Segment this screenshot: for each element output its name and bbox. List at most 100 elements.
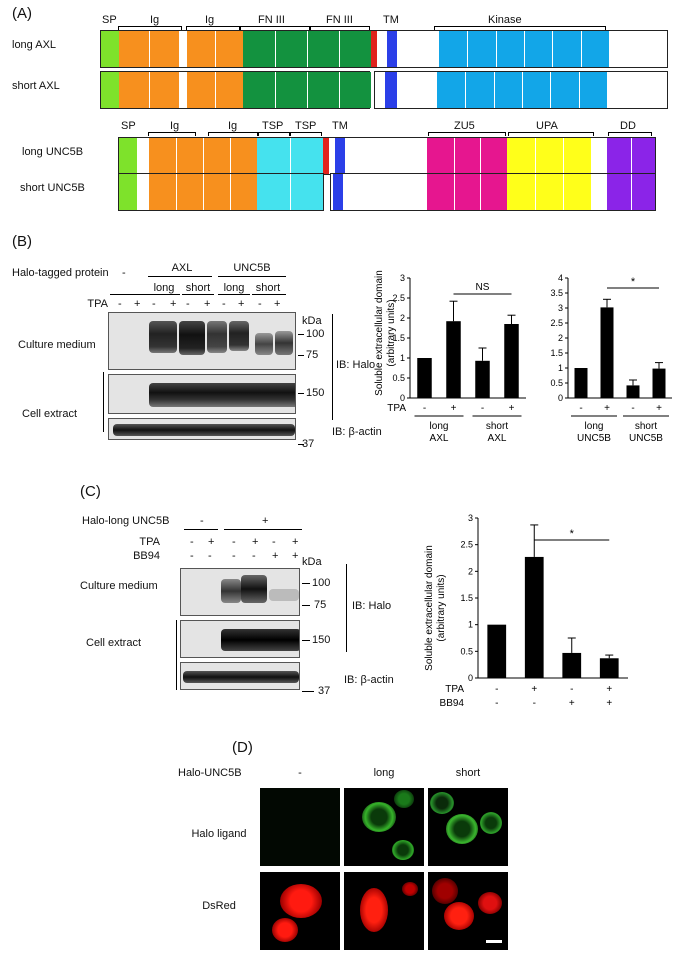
unc-row-label-long: long UNC5B [22, 146, 84, 158]
short-unc5b-bar-n-divider [203, 174, 204, 210]
short-unc5b-bar-c-domain-0 [333, 174, 343, 210]
long-axl-bar-divider [496, 31, 497, 67]
category-label: long [585, 421, 604, 432]
y-tick-label: 0 [400, 393, 405, 403]
long-axl-bar-divider [307, 31, 308, 67]
bb94-sign-c: - [252, 550, 256, 562]
tpa-sign-b: + [238, 298, 245, 310]
short-unc5b-bar-n-divider [290, 174, 291, 210]
long-axl-bar-divider [339, 31, 340, 67]
axl-bracket-ig1 [118, 26, 182, 30]
chart-unc5b: 00.511.522.533.54 *- + - +longUNC5BshortUNC5… [550, 273, 672, 444]
short-axl-bar-n-domain-3 [243, 72, 371, 108]
halo-unc5b-label: Halo-UNC5B [178, 767, 242, 779]
group-unc5b-rule [218, 276, 286, 277]
scale-bar [486, 940, 502, 943]
unc-bracket-tsp1 [258, 132, 290, 136]
halo-sign-plus: + [262, 515, 269, 527]
col-minus: - [298, 767, 302, 779]
bb94-sign-c: - [190, 550, 194, 562]
bar [475, 360, 490, 398]
unc-bracket-dd [608, 132, 652, 136]
y-tick-label: 3 [558, 303, 563, 313]
blot-label-cell-extract-c: Cell extract [86, 637, 142, 649]
axl-label-sp: SP [102, 14, 117, 26]
y-tick-label: 1.5 [550, 348, 563, 358]
panel-c-letter: (C) [80, 483, 101, 500]
short-unc5b-bar-n-domain-1 [149, 174, 257, 210]
category-label: long [430, 421, 449, 432]
unc-label-ig1: Ig [170, 120, 180, 132]
unc-label-sp: SP [121, 120, 136, 132]
axl-label-fn3-1: FN III [258, 14, 285, 26]
tpa-sign-b: + [204, 298, 211, 310]
blot-label-culture-medium-c: Culture medium [80, 580, 158, 592]
marker-100-b: 100 [306, 328, 325, 340]
bb94-label-c: BB94 [133, 550, 160, 562]
short-axl-bar-c-divider [579, 72, 580, 108]
short-axl-bar-c-domain-0 [385, 72, 397, 108]
short-axl-bar-c-domain-1 [437, 72, 607, 108]
bar [524, 556, 544, 678]
tpa-sign-c: - [232, 536, 236, 548]
axl-bracket-fn3-1 [240, 26, 310, 30]
long-unc5b-bar-divider [631, 138, 632, 174]
unc-label-dd: DD [620, 120, 636, 132]
long-axl-bar-divider [581, 31, 582, 67]
tpa-sign-b: + [170, 298, 177, 310]
ib-halo-b: IB: Halo [336, 359, 376, 371]
short-unc5b-bar-c-divider [631, 174, 632, 210]
blot-c-cell-extract [180, 620, 300, 658]
sign-chart-c: - [533, 698, 536, 709]
sign-chart-c: - [495, 684, 498, 695]
blot-c-beta-actin [180, 662, 300, 690]
marker-100-c: 100 [312, 577, 331, 589]
long-axl-bar-divider [524, 31, 525, 67]
long-unc5b-bar-domain-5 [427, 138, 507, 174]
panel-b-letter: (B) [12, 233, 32, 250]
bar [574, 368, 588, 398]
col-long: long [373, 767, 395, 779]
y-tick-label: 2 [400, 313, 405, 323]
axl-label-ig2: Ig [205, 14, 215, 26]
long-unc5b-bar-domain-2 [257, 138, 323, 174]
blot-label-cell-extract-b: Cell extract [22, 408, 78, 420]
short-axl-bar-n-divider [149, 72, 150, 108]
tpa-sign-b: + [134, 298, 141, 310]
row-label-chart-c: BB94 [440, 698, 465, 709]
bb94-sign-c: + [292, 550, 299, 562]
blot-label-culture-medium-b: Culture medium [18, 339, 96, 351]
axl-bracket-ig2 [186, 26, 240, 30]
short-unc5b-bar-c [330, 173, 656, 211]
unc-label-tsp2: TSP [295, 120, 317, 132]
long-unc5b-bar-domain-0 [119, 138, 137, 174]
short-axl-bar-n-domain-2 [187, 72, 243, 108]
marker-75-c: 75 [314, 599, 327, 611]
marker-tick [302, 583, 310, 584]
short-axl-bar-c [374, 71, 668, 109]
kda-label-b: kDa [302, 315, 322, 327]
short-unc5b-bar-n [118, 173, 324, 211]
bb94-sign-c: - [208, 550, 212, 562]
y-tick-label: 0 [558, 393, 563, 403]
axl-row-label-long: long AXL [12, 39, 57, 51]
sign-chart-c: + [606, 698, 612, 709]
long-unc5b-bar-domain-3 [323, 138, 329, 174]
tpa-sign-chart: + [451, 403, 457, 414]
y-tick-label: 2 [468, 566, 473, 576]
tpa-sign-b: - [152, 298, 156, 310]
short-axl-bar-n-divider [307, 72, 308, 108]
category-label: AXL [488, 433, 507, 444]
tpa-sign-chart: - [481, 403, 484, 414]
short-axl-bar-n [100, 71, 371, 109]
marker-150-b: 150 [306, 387, 325, 399]
long-unc5b-bar-divider [480, 138, 481, 174]
micrograph-dsred-long [344, 872, 424, 950]
y-tick-label: 0.5 [392, 373, 405, 383]
rule-c-plus [224, 529, 302, 530]
long-unc5b-bar-domain-4 [335, 138, 345, 174]
kda-label-c: kDa [302, 556, 322, 568]
long-axl-bar-domain-6 [439, 31, 609, 67]
long-unc5b-bar-domain-7 [607, 138, 655, 174]
unc-label-upa: UPA [536, 120, 558, 132]
